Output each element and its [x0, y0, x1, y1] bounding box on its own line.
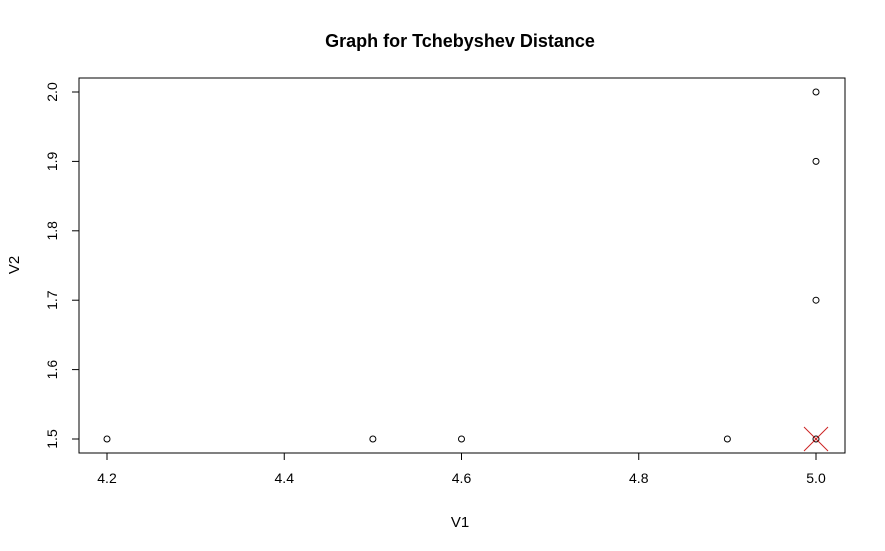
x-tick-label: 5.0: [806, 470, 826, 486]
y-tick-label: 1.6: [44, 360, 60, 380]
data-point: [723, 435, 731, 443]
data-point: [812, 88, 820, 96]
data-point: [812, 435, 820, 443]
y-axis: 1.5 1.6 1.7 1.8 1.9 2.0: [44, 82, 80, 449]
data-point: [103, 435, 111, 443]
data-points: [103, 88, 829, 452]
y-tick-label: 1.5: [44, 429, 60, 449]
data-point: [458, 435, 465, 443]
y-tick-label: 1.7: [44, 290, 60, 310]
y-tick-label: 2.0: [44, 82, 60, 102]
plot-frame: [78, 77, 846, 454]
x-tick-label: 4.6: [452, 470, 472, 486]
highlight-cross-marker: [803, 426, 829, 452]
data-point: [812, 157, 820, 165]
x-axis-label: V1: [451, 514, 469, 531]
x-tick-label: 4.4: [275, 470, 295, 486]
x-tick-label: 4.2: [97, 470, 117, 486]
x-tick-label: 4.8: [629, 470, 649, 486]
y-tick-label: 1.8: [44, 221, 60, 241]
x-axis: 4.2 4.4 4.6 4.8 5.0: [97, 452, 826, 486]
y-axis-label: V2: [6, 256, 23, 274]
chart-title: Graph for Tchebyshev Distance: [325, 31, 595, 51]
y-tick-label: 1.9: [44, 151, 60, 171]
data-point: [812, 296, 820, 304]
data-point: [369, 435, 377, 443]
